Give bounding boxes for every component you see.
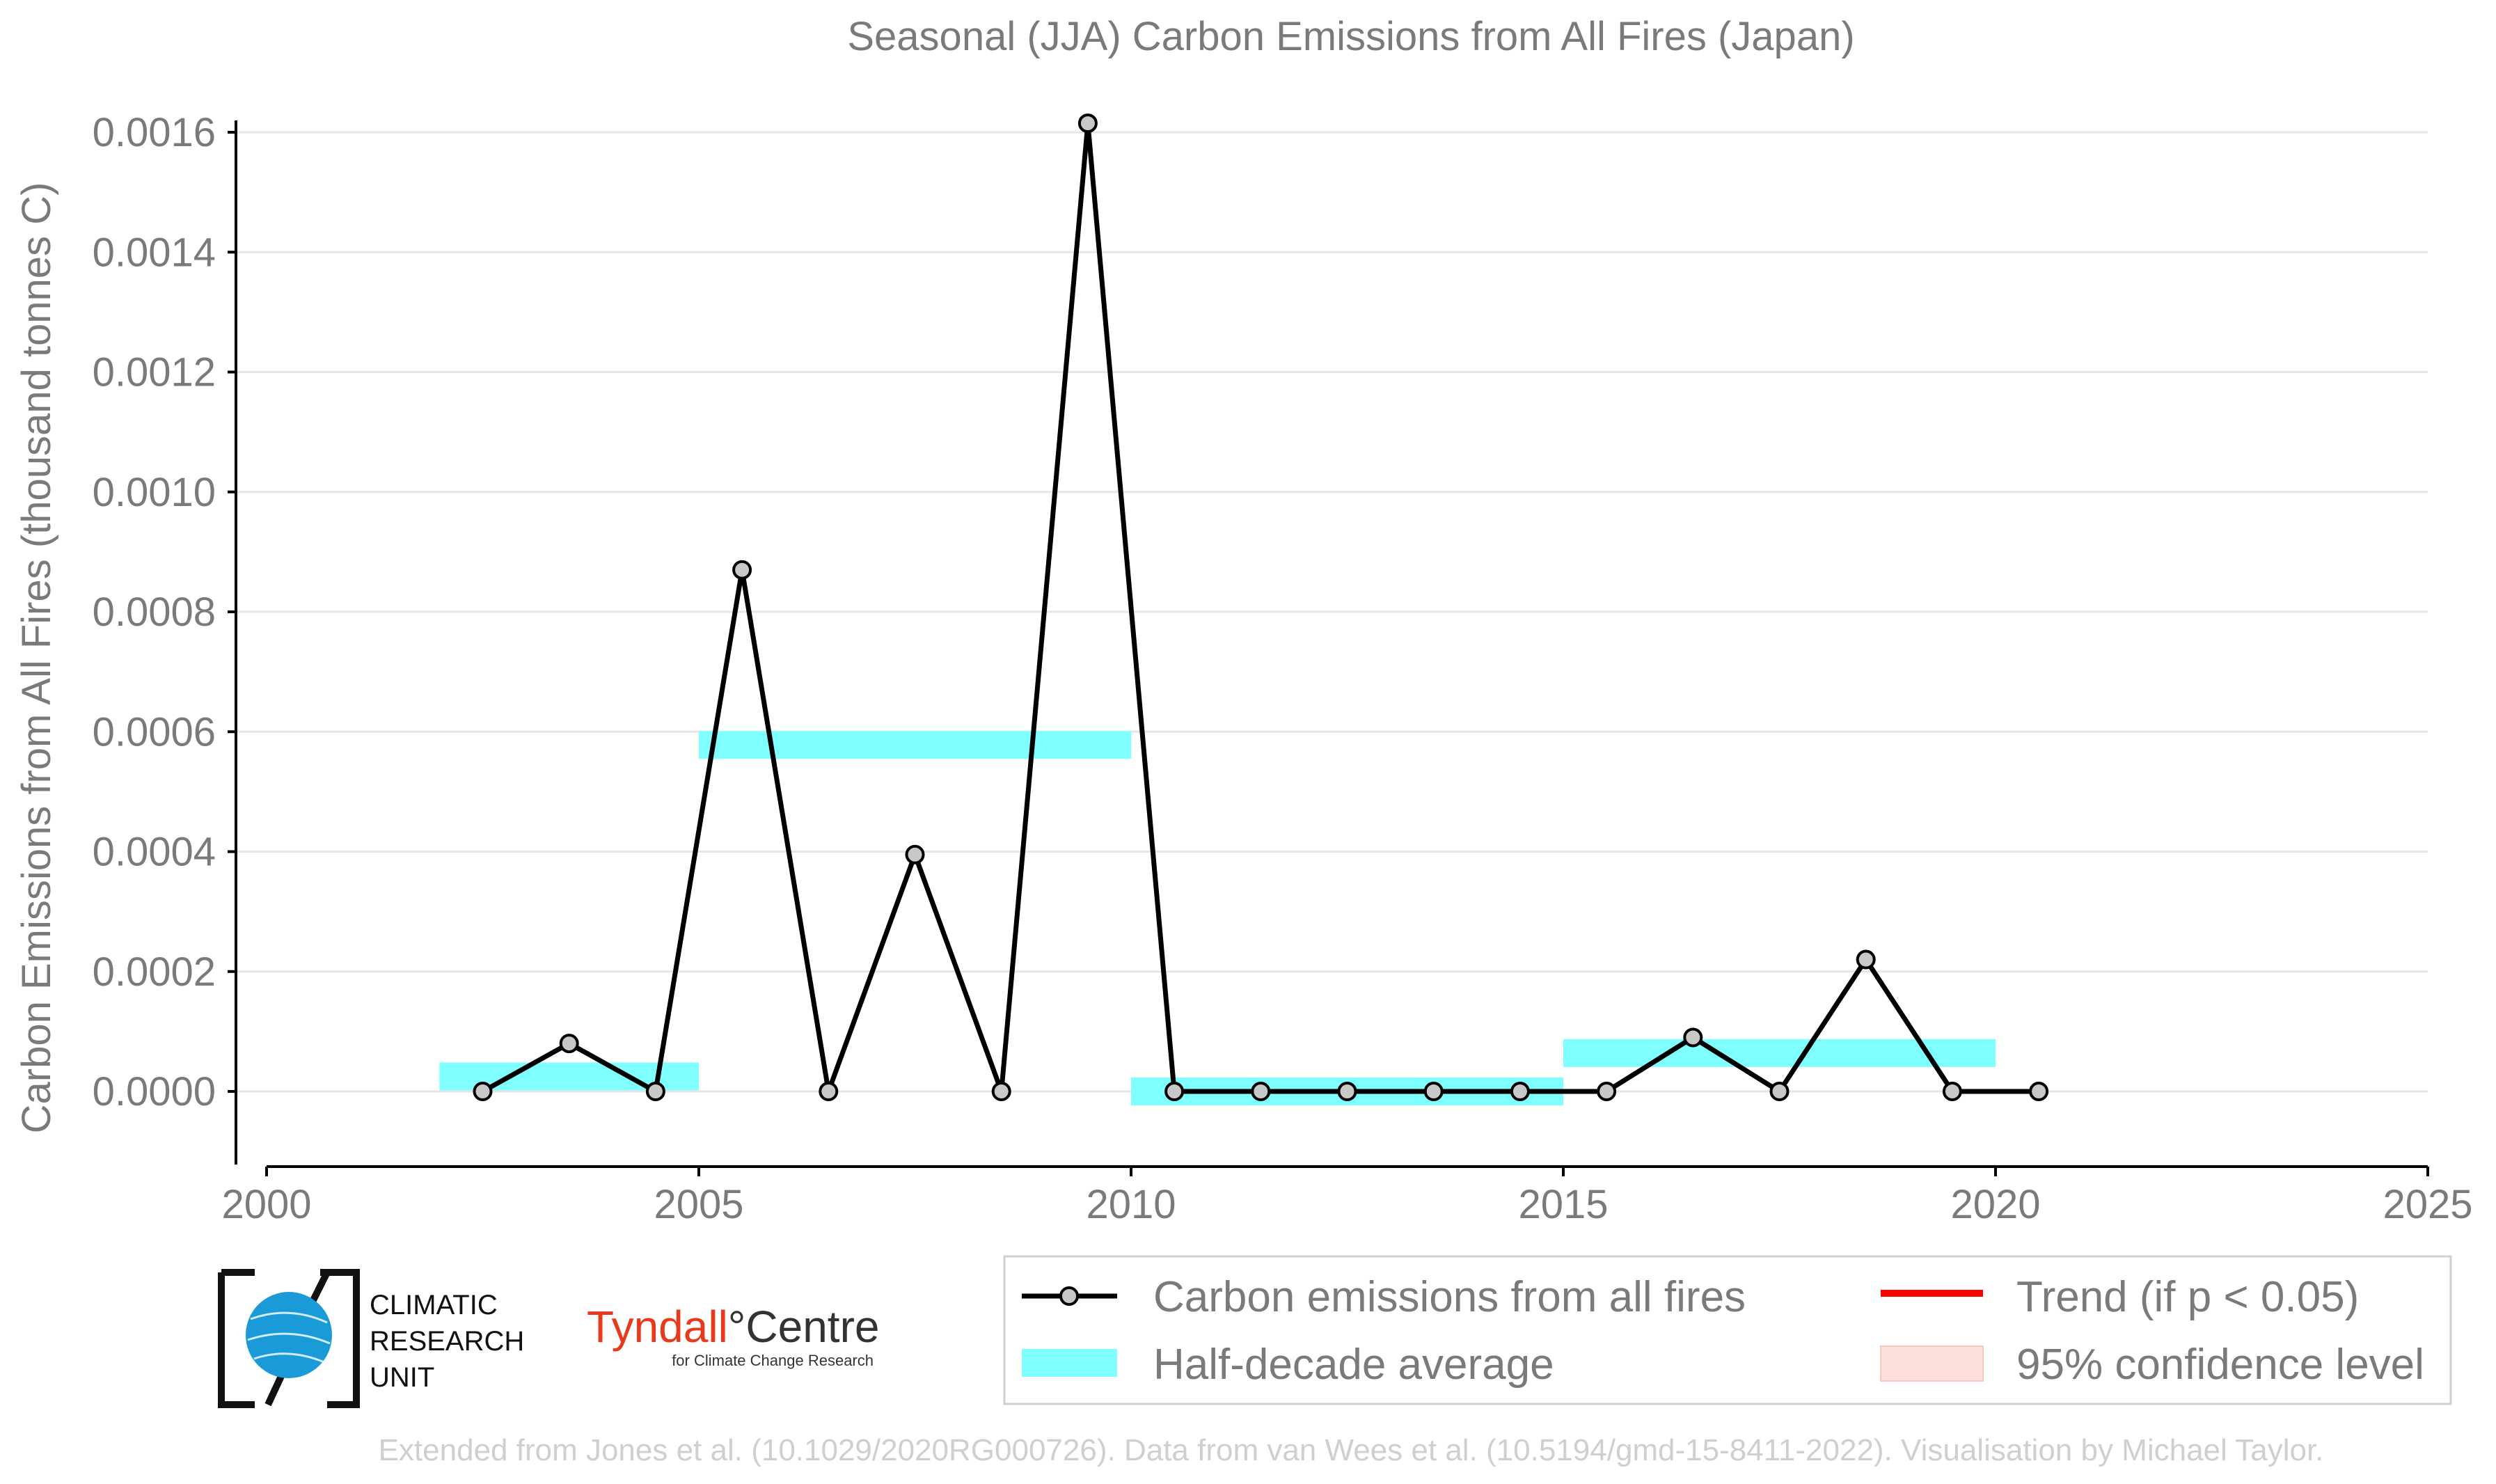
emissions-point: [645, 1082, 665, 1101]
legend-box: [1003, 1255, 2452, 1405]
emissions-point: [2029, 1082, 2049, 1101]
cru-bracket-right: [320, 1269, 360, 1408]
y-tick-label: 0.0010: [93, 470, 216, 515]
cru-text-line-3: UNIT: [370, 1362, 434, 1393]
emissions-point: [1077, 113, 1098, 134]
legend-label-average: Half-decade average: [1153, 1341, 1554, 1389]
tyndall-subtitle: for Climate Change Research: [672, 1352, 874, 1369]
emissions-point: [1337, 1082, 1357, 1101]
x-ticks: 2000 2005 2010 2015 2020 2025: [221, 1167, 2473, 1227]
half-decade-average-bars: [439, 731, 1996, 1105]
grid-lines: [236, 131, 2428, 1093]
y-tick-label: 0.0012: [93, 350, 216, 395]
y-axis-label: Carbon Emissions from All Fires (thousan…: [14, 182, 59, 1134]
emissions-point: [559, 1034, 579, 1054]
y-tick-label: 0.0006: [93, 709, 216, 755]
legend-label-emissions: Carbon emissions from all fires: [1153, 1273, 1746, 1321]
x-tick-label: 2025: [2383, 1182, 2472, 1227]
chart-title: Seasonal (JJA) Carbon Emissions from All…: [847, 14, 1854, 59]
legend-label-trend: Trend (if p < 0.05): [2016, 1273, 2359, 1321]
y-tick-label: 0.0004: [93, 830, 216, 875]
cru-bracket-slash: [264, 1270, 331, 1407]
emissions-point: [1164, 1082, 1185, 1101]
cru-bracket-left: [218, 1269, 255, 1408]
cru-globe-icon: [246, 1292, 332, 1378]
legend-label-confidence: 95% confidence level: [2016, 1341, 2424, 1389]
y-tick-label: 0.0014: [93, 230, 216, 275]
legend-marker-swatch: [1059, 1286, 1079, 1306]
x-tick-label: 2010: [1086, 1182, 1176, 1227]
emissions-point: [819, 1082, 839, 1101]
legend-average-swatch: [1022, 1349, 1117, 1377]
emissions-point: [905, 844, 925, 865]
emissions-line: [481, 120, 2039, 1094]
emissions-point: [1251, 1082, 1271, 1101]
emissions-point: [1510, 1082, 1530, 1101]
x-tick-label: 2020: [1950, 1182, 2040, 1227]
emissions-point: [1423, 1082, 1444, 1101]
emissions-point: [991, 1082, 1011, 1101]
emissions-point: [732, 560, 752, 580]
tyndall-title: Tyndall°Centre: [587, 1302, 879, 1352]
axes: [235, 120, 2428, 1168]
x-tick-label: 2000: [221, 1182, 311, 1227]
cru-globe-lines-icon: [247, 1311, 331, 1364]
y-tick-label: 0.0008: [93, 590, 216, 635]
emissions-series: [473, 113, 2049, 1101]
emissions-point: [1597, 1082, 1617, 1101]
y-tick-label: 0.0000: [93, 1069, 216, 1114]
cru-logo: CLIMATIC RESEARCH UNIT: [218, 1269, 524, 1408]
cru-text-line-2: RESEARCH: [370, 1326, 524, 1357]
emissions-point: [1942, 1082, 1962, 1101]
emissions-point: [473, 1082, 493, 1101]
tyndall-logo: Tyndall°Centre for Climate Change Resear…: [587, 1302, 879, 1369]
y-ticks: 0.0000 0.0002 0.0004 0.0006 0.0008 0.0010 0.00…: [93, 110, 236, 1114]
cru-text-line-1: CLIMATIC: [370, 1290, 498, 1320]
emissions-point: [1683, 1027, 1703, 1048]
emissions-point: [1769, 1082, 1790, 1101]
half-decade-average-bar: [699, 731, 1131, 759]
legend-confidence-swatch: [1880, 1345, 1984, 1382]
y-tick-label: 0.0002: [93, 949, 216, 995]
emissions-point: [1856, 949, 1876, 970]
x-tick-label: 2015: [1518, 1182, 1608, 1227]
y-tick-label: 0.0016: [93, 110, 216, 155]
legend: Carbon emissions from all fires Half-dec…: [1003, 1255, 2452, 1405]
x-tick-label: 2005: [654, 1182, 743, 1227]
footer-credit: Extended from Jones et al. (10.1029/2020…: [379, 1433, 2324, 1467]
